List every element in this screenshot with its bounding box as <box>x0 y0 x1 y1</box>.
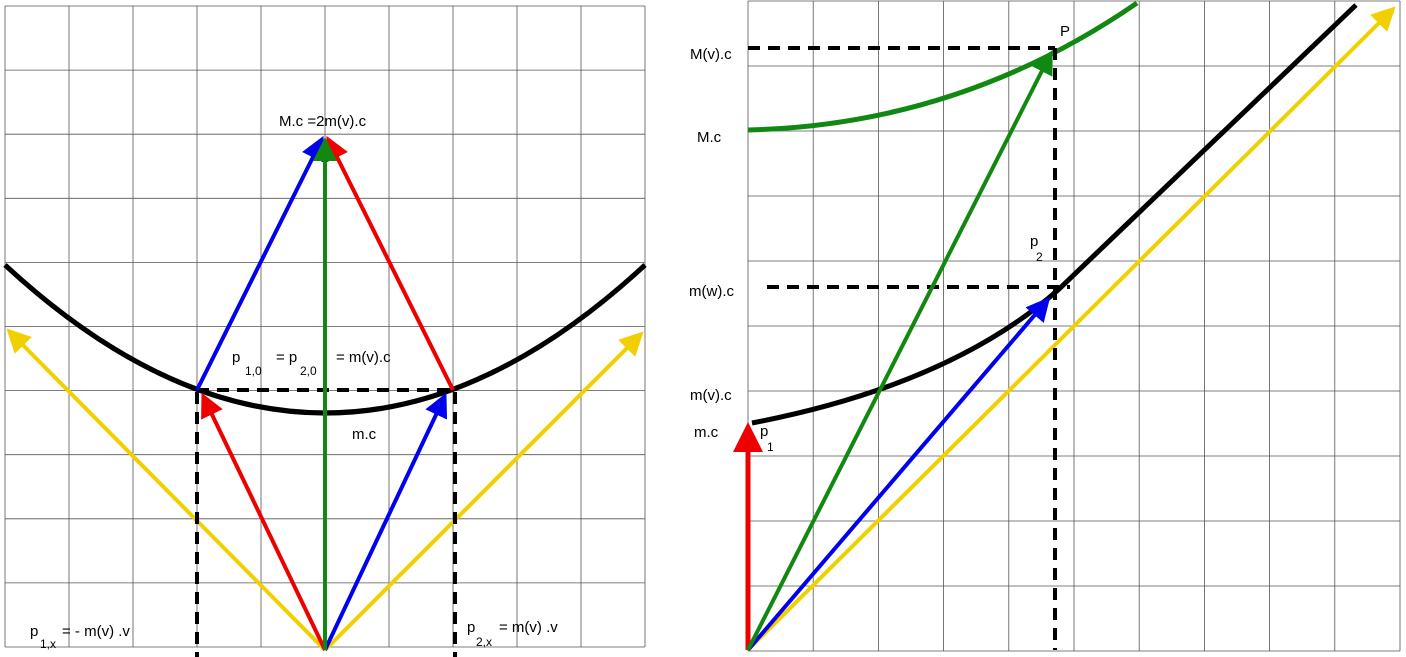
green-arrow <box>746 49 1053 651</box>
green-curve <box>747 0 1139 133</box>
blue-arrow <box>195 135 324 391</box>
label: 2 <box>1036 250 1043 264</box>
label: p <box>760 423 768 440</box>
label: = - m(v) .v <box>62 623 130 640</box>
label: p <box>1030 233 1038 250</box>
label: 1 <box>767 440 774 454</box>
label: = p <box>276 349 297 366</box>
label: M.c =2m(v).c <box>279 113 367 130</box>
label: = m(v) .v <box>499 619 558 636</box>
label: m.c <box>694 424 719 441</box>
yellow-arrow <box>6 328 327 652</box>
label: m(w).c <box>689 283 734 300</box>
label: 2,0 <box>300 364 317 378</box>
left-panel: M.c =2m(v).c p 1,0 = p 2,0 = m(v).c m.c … <box>3 113 647 657</box>
label: m(v).c <box>690 387 732 404</box>
blue-arrow <box>746 296 1051 652</box>
label: p <box>232 349 240 366</box>
yellow-arrow <box>323 331 644 652</box>
label: P <box>1060 23 1070 40</box>
label: p <box>467 619 475 636</box>
label: = m(v).c <box>336 349 391 366</box>
label: M(v).c <box>690 46 732 63</box>
label: m.c <box>352 426 377 443</box>
label: p <box>30 623 38 640</box>
blue-arrow <box>323 392 448 651</box>
red-arrow <box>201 392 327 651</box>
label: 1,0 <box>245 364 262 378</box>
label: M.c <box>697 129 722 146</box>
label: 2,x <box>476 635 492 649</box>
right-panel: P M(v).c M.c p 2 m(w).c m(v).c m.c p 1 <box>689 0 1396 652</box>
yellow-arrow <box>746 6 1396 652</box>
red-arrow <box>326 135 455 391</box>
label: 1,x <box>40 637 56 651</box>
